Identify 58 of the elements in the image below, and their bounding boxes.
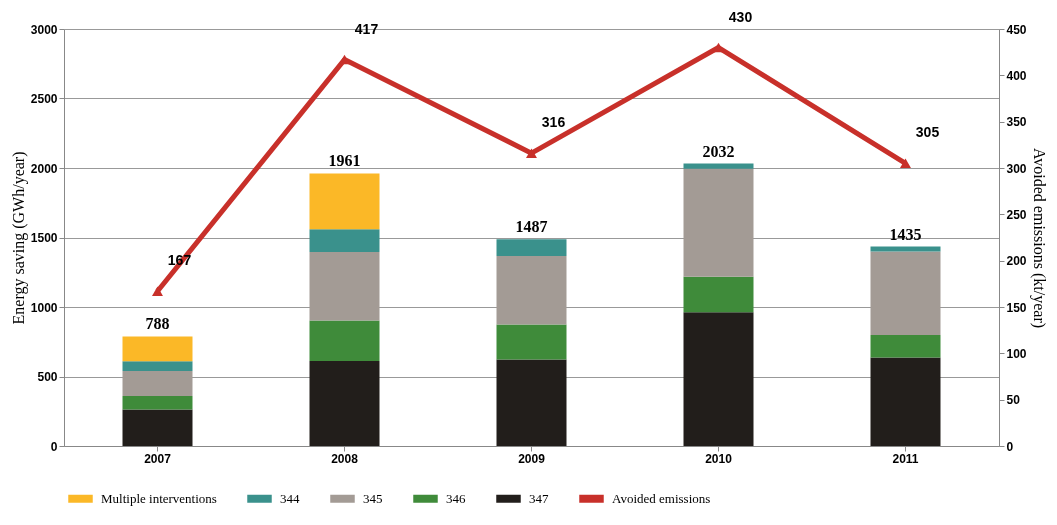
bar — [683, 276, 754, 313]
y2-tick-label: 50 — [1006, 393, 1021, 408]
bar — [870, 357, 941, 446]
y2-tick-label: 0 — [1006, 439, 1014, 454]
data-label: 430 — [728, 8, 753, 25]
y-tick-label: 2000 — [30, 161, 58, 176]
x-tick-label: 2009 — [518, 451, 546, 466]
x-tick-label: 2008 — [331, 451, 359, 466]
legend-label: 345 — [363, 490, 383, 506]
bar — [683, 312, 754, 446]
y2-tick-label: 150 — [1006, 300, 1027, 315]
y2-axis-title: Avoided emissions (kt/year) — [1029, 147, 1048, 329]
point — [900, 158, 911, 169]
total-label: 788 — [145, 315, 170, 333]
legend-label: 347 — [529, 490, 549, 506]
total-label: 1487 — [515, 218, 548, 236]
legend-label: 344 — [280, 490, 300, 506]
bar — [496, 239, 567, 256]
y-tick-label: 500 — [37, 370, 58, 384]
y2-tick-label: 300 — [1006, 161, 1027, 176]
y2-tick-label: 450 — [1006, 22, 1027, 37]
data-label: 417 — [354, 20, 379, 37]
y-tick-label: 0 — [50, 439, 58, 454]
bar — [309, 173, 380, 230]
bar — [683, 163, 754, 169]
x-tick-label: 2010 — [705, 451, 733, 466]
legend-label: Avoided emissions — [612, 490, 711, 506]
data-label: 316 — [541, 114, 566, 131]
bar — [496, 324, 567, 360]
total-label: 1435 — [889, 225, 922, 243]
bar — [309, 229, 380, 253]
y2-tick-label: 100 — [1006, 346, 1027, 361]
y-axis-title: Energy saving (GWh/year) — [9, 151, 28, 325]
y-tick-label: 1500 — [30, 231, 58, 245]
bar — [122, 336, 193, 362]
y-tick-label: 1000 — [30, 300, 58, 315]
y2-tick-label: 250 — [1006, 207, 1027, 222]
data-label: 305 — [915, 124, 940, 141]
bar — [309, 360, 380, 446]
point — [152, 286, 163, 296]
y-tick-label: 2500 — [30, 92, 58, 106]
bar — [122, 396, 193, 410]
bar — [309, 320, 380, 361]
bar — [122, 361, 193, 371]
y2-tick-label: 400 — [1006, 68, 1027, 83]
y2-tick-label: 200 — [1006, 254, 1027, 269]
total-label: 1961 — [328, 152, 361, 170]
bar — [870, 335, 941, 358]
legend-label: 346 — [446, 490, 466, 506]
y2-tick-label: 350 — [1006, 115, 1027, 130]
legend-label: Multiple interventions — [101, 490, 217, 506]
bar — [122, 409, 193, 446]
y-tick-label: 3000 — [30, 22, 58, 37]
x-tick-label: 2007 — [144, 451, 172, 466]
total-label: 2032 — [702, 142, 735, 160]
point — [526, 148, 537, 158]
x-tick-label: 2011 — [892, 451, 919, 466]
bar — [496, 359, 567, 446]
